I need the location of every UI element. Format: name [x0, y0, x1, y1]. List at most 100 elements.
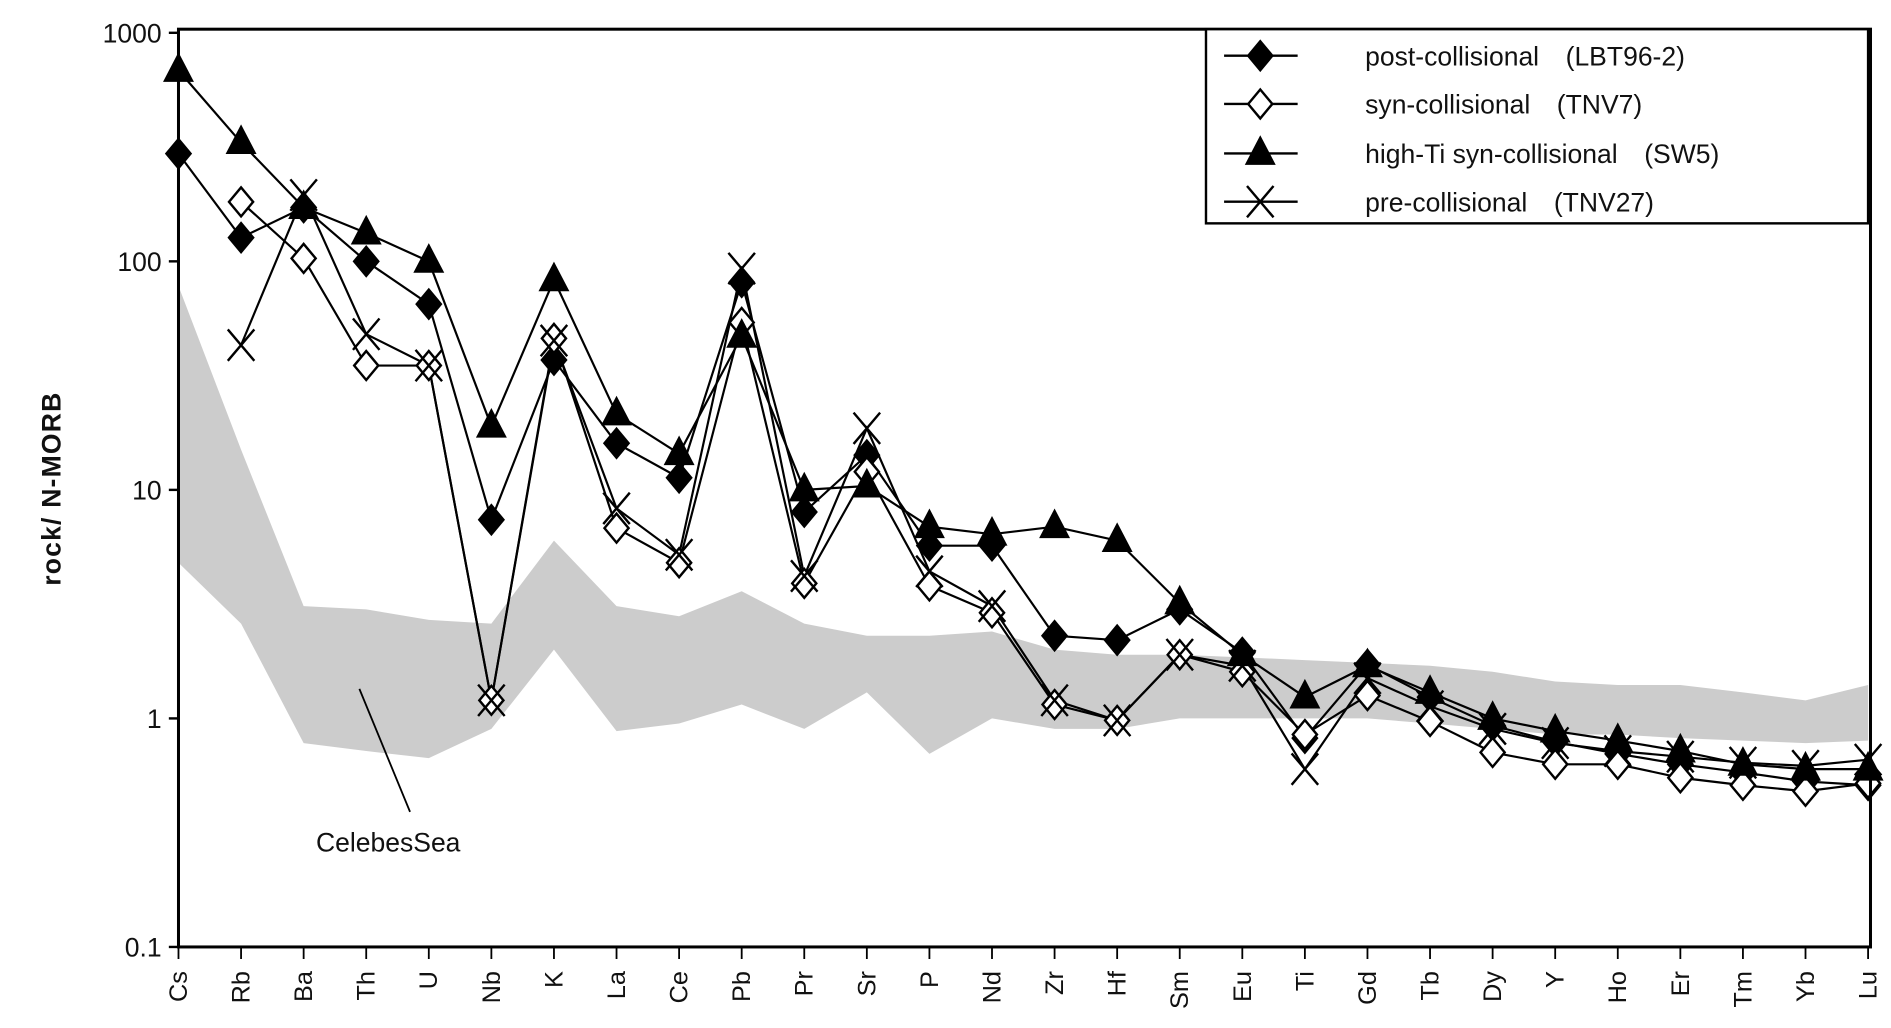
point-open-diamond-Rb: [227, 185, 255, 219]
legend-label: post-collisional (LBT96-2): [1365, 41, 1685, 71]
x-marker-stroke: [1415, 689, 1445, 723]
x-tick-label: Rb: [228, 971, 256, 1003]
point-filled-triangle-U: [413, 243, 445, 273]
point-x-Eu: [1228, 649, 1257, 683]
x-tick-label: Tm: [1729, 971, 1757, 1008]
legend-label: syn-collisional (TNV7): [1365, 90, 1642, 120]
point-open-diamond-K: [540, 322, 568, 355]
point-x-Sm: [1165, 638, 1194, 672]
x-marker-stroke: [1102, 703, 1132, 737]
point-filled-diamond-Hf: [1103, 623, 1131, 657]
y-tick-label: 0.1: [125, 933, 162, 963]
legend-marker-filled-triangle: [1244, 135, 1276, 165]
x-marker-stroke: [790, 559, 819, 593]
x-tick-label: U: [415, 971, 443, 989]
point-x-Ti: [1290, 752, 1320, 786]
point-filled-diamond-Th: [352, 244, 380, 278]
x-tick-label: Dy: [1479, 971, 1507, 1002]
x-tick-label: Hf: [1104, 970, 1132, 996]
point-filled-diamond-P: [915, 529, 944, 563]
x-tick-label: Nb: [478, 971, 506, 1003]
point-filled-diamond-Ce: [665, 461, 693, 495]
point-open-diamond-Th: [352, 349, 380, 382]
axes: 1000 100 10 1 0.1Cs Rb Ba Th U Nb K La Ce Pb Pr Sr P Nd Zr…: [103, 18, 1883, 1009]
legend-series-name: syn-collisional: [1365, 90, 1530, 120]
point-x-Nd: [977, 589, 1007, 623]
point-x-Hf: [1102, 703, 1132, 737]
x-tick-label: La: [603, 970, 631, 999]
x-marker-stroke: [1040, 683, 1069, 717]
legend-series-name: pre-collisional: [1365, 187, 1527, 217]
x-tick-label: Pb: [728, 971, 756, 1002]
x-marker-stroke: [1290, 752, 1320, 786]
x-marker-stroke: [1165, 638, 1194, 672]
series-line-2: [177, 69, 1869, 771]
point-x-Tb: [1415, 689, 1445, 723]
point-filled-triangle-Sm: [1164, 584, 1196, 615]
y-tick-label: 10: [132, 476, 162, 506]
point-open-diamond-Er: [1666, 761, 1694, 795]
point-x-Er: [1666, 740, 1695, 774]
legend-marker-open-diamond: [1246, 87, 1274, 121]
point-x-Pr: [790, 559, 819, 593]
x-tick-label: Ba: [290, 970, 318, 1002]
legend-marker-x: [1246, 185, 1275, 219]
legend-marker-filled-diamond: [1246, 39, 1274, 73]
y-tick-label: 100: [117, 247, 161, 277]
point-x-Yb: [1791, 749, 1820, 783]
point-x-Gd: [1353, 661, 1382, 695]
legend-sample-id: (TNV7): [1557, 90, 1642, 120]
celebes-sea-annotation: CelebesSea: [316, 828, 461, 858]
legend-series-name: high-Ti syn-collisional: [1365, 139, 1617, 169]
point-filled-diamond-Pr: [790, 495, 818, 529]
x-tick-label: Yb: [1792, 971, 1820, 1002]
celebes-sea-band: [178, 286, 1869, 759]
y-axis-label: rock/ N-MORB: [36, 392, 66, 586]
y-tick-label: 1000: [103, 18, 162, 48]
x-marker-stroke: [852, 411, 882, 445]
x-tick-label: Th: [353, 971, 381, 1001]
x-tick-label: Zr: [1041, 971, 1069, 995]
point-open-diamond-Yb: [1791, 774, 1820, 808]
point-filled-triangle-Sr: [851, 467, 883, 498]
point-open-diamond-Y: [1541, 747, 1569, 781]
point-x-Pb: [727, 252, 756, 286]
x-tick-label: Cs: [165, 971, 193, 1002]
x-marker-stroke: [477, 683, 506, 717]
x-marker-stroke: [727, 252, 756, 286]
point-filled-diamond-Pb: [728, 265, 756, 299]
x-tick-label: Nd: [978, 971, 1006, 1003]
point-filled-triangle-Nb: [475, 407, 507, 438]
legend-sample-id: (SW5): [1644, 139, 1719, 169]
point-open-diamond-Nd: [978, 596, 1006, 630]
point-x-La: [602, 491, 631, 525]
point-x-Nb: [477, 683, 506, 717]
x-tick-label: Ti: [1291, 971, 1319, 991]
x-marker-stroke: [539, 324, 569, 358]
point-filled-triangle-Pb: [726, 318, 758, 348]
point-filled-diamond-K: [540, 343, 568, 377]
point-filled-triangle-Ti: [1289, 678, 1321, 709]
point-x-Dy: [1478, 712, 1507, 746]
x-marker-stroke: [1853, 743, 1883, 777]
point-open-diamond-Zr: [1040, 688, 1069, 721]
point-open-diamond-Tm: [1729, 768, 1757, 802]
point-x-Zr: [1040, 683, 1069, 717]
x-tick-label: Gd: [1354, 971, 1382, 1005]
x-marker-stroke: [1603, 734, 1632, 768]
plot-frame: [176, 27, 1873, 949]
legend-series-name: post-collisional: [1365, 41, 1539, 71]
point-filled-triangle-Hf: [1101, 522, 1133, 553]
x-marker-stroke: [1353, 661, 1382, 695]
point-x-Th: [352, 317, 381, 351]
x-tick-label: Eu: [1229, 971, 1257, 1002]
point-x-Tm: [1728, 746, 1758, 780]
y-tick-label: 1: [147, 704, 162, 734]
x-tick-label: Tb: [1416, 971, 1444, 1001]
x-tick-label: P: [916, 971, 944, 988]
point-x-Y: [1541, 726, 1570, 760]
x-marker-stroke: [977, 589, 1007, 623]
point-filled-triangle-Th: [350, 214, 382, 245]
celebes-sea-band-layer: [178, 286, 1869, 759]
